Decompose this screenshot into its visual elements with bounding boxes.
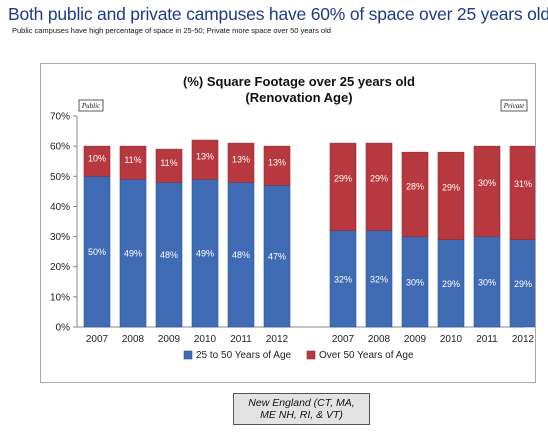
- legend-label-age-over-50: Over 50 Years of Age: [319, 350, 414, 361]
- bar-private-2011-age-over-50: [473, 145, 501, 237]
- bar-public-2011-age-over-50: [227, 142, 255, 183]
- y-tick-label: 50%: [50, 172, 70, 183]
- x-tick-label-public-2007: 2007: [86, 334, 109, 345]
- y-tick-label: 70%: [50, 112, 70, 123]
- data-label-public-2008-age-over-50: 11%: [124, 155, 141, 165]
- data-label-public-2012-age-25-50: 47%: [268, 252, 286, 262]
- bar-public-2012-age-25-50: [263, 185, 291, 328]
- chart-svg: (%) Square Footage over 25 years old(Ren…: [50, 74, 535, 361]
- data-label-private-2008-age-over-50: 29%: [370, 174, 388, 184]
- bar-private-2009-age-over-50: [401, 151, 429, 237]
- data-label-public-2008-age-25-50: 49%: [124, 249, 142, 259]
- group-label-private: Private: [503, 102, 525, 110]
- data-label-public-2011-age-over-50: 13%: [232, 154, 250, 164]
- data-label-private-2011-age-25-50: 30%: [478, 277, 496, 287]
- data-label-public-2010-age-over-50: 13%: [196, 151, 214, 161]
- data-label-public-2007-age-over-50: 10%: [88, 154, 106, 164]
- chart-subtitle: (Renovation Age): [245, 90, 352, 105]
- group-label-box-private: [500, 99, 528, 112]
- bar-private-2012-age-over-50: [509, 145, 535, 240]
- y-tick-label: 20%: [50, 262, 70, 273]
- legend-label-age-25-50: 25 to 50 Years of Age: [196, 350, 292, 361]
- bar-public-2009-age-25-50: [155, 182, 183, 328]
- x-tick-label-public-2008: 2008: [122, 334, 145, 345]
- region-note-line-1: New England (CT, MA,: [248, 397, 355, 409]
- bar-public-2011-age-25-50: [227, 182, 255, 328]
- data-label-public-2010-age-25-50: 49%: [196, 249, 214, 259]
- x-tick-label-private-2012: 2012: [512, 334, 535, 345]
- y-tick-label: 30%: [50, 232, 70, 243]
- bar-private-2010-age-over-50: [437, 151, 465, 240]
- data-label-public-2007-age-25-50: 50%: [88, 247, 106, 257]
- data-label-private-2009-age-over-50: 28%: [406, 181, 424, 191]
- bar-public-2008-age-over-50: [119, 145, 147, 180]
- group-label-public: Public: [81, 102, 101, 110]
- x-tick-label-public-2010: 2010: [194, 334, 217, 345]
- slide-subtitle: Public campuses have high percentage of …: [12, 26, 331, 35]
- data-label-public-2011-age-25-50: 48%: [232, 250, 250, 260]
- bar-private-2008-age-25-50: [365, 230, 393, 328]
- x-tick-label-public-2012: 2012: [266, 334, 289, 345]
- y-tick-label: 0%: [56, 323, 71, 334]
- data-label-private-2010-age-over-50: 29%: [442, 183, 460, 193]
- data-label-private-2011-age-over-50: 30%: [478, 178, 496, 188]
- bar-private-2008-age-over-50: [365, 142, 393, 231]
- data-label-private-2009-age-25-50: 30%: [406, 277, 424, 287]
- bar-private-2012-age-25-50: [509, 239, 535, 328]
- bar-public-2008-age-25-50: [119, 179, 147, 328]
- bar-public-2010-age-over-50: [191, 139, 219, 180]
- bar-private-2010-age-25-50: [437, 239, 465, 328]
- group-label-box-public: [78, 99, 104, 112]
- bar-public-2007-age-25-50: [83, 175, 111, 328]
- data-label-private-2007-age-25-50: 32%: [334, 274, 352, 284]
- bar-public-2012-age-over-50: [263, 145, 291, 186]
- bar-public-2009-age-over-50: [155, 148, 183, 183]
- y-tick-label: 60%: [50, 142, 70, 153]
- x-tick-label-private-2010: 2010: [440, 334, 463, 345]
- x-tick-label-private-2008: 2008: [368, 334, 391, 345]
- data-label-public-2012-age-over-50: 13%: [268, 157, 286, 167]
- region-note-line-2: ME NH, RI, & VT): [260, 409, 343, 421]
- bar-private-2007-age-over-50: [329, 142, 357, 231]
- data-label-private-2010-age-25-50: 29%: [442, 279, 460, 289]
- data-label-public-2009-age-over-50: 11%: [160, 158, 177, 168]
- data-label-private-2007-age-over-50: 29%: [334, 174, 352, 184]
- x-tick-label-public-2009: 2009: [158, 334, 181, 345]
- bar-private-2007-age-25-50: [329, 230, 357, 328]
- chart-panel: (%) Square Footage over 25 years old (Ren…: [40, 63, 536, 383]
- region-note: New England (CT, MA, ME NH, RI, & VT): [233, 393, 370, 425]
- bar-private-2009-age-25-50: [401, 236, 429, 328]
- x-tick-label-private-2007: 2007: [332, 334, 355, 345]
- data-label-private-2012-age-25-50: 29%: [514, 279, 532, 289]
- bar-public-2010-age-25-50: [191, 179, 219, 328]
- legend-swatch-age-over-50: [306, 350, 316, 360]
- slide-title: Both public and private campuses have 60…: [8, 4, 548, 24]
- chart-title: (%) Square Footage over 25 years old: [183, 74, 415, 89]
- x-tick-label-public-2011: 2011: [230, 334, 252, 345]
- data-label-public-2009-age-25-50: 48%: [160, 250, 178, 260]
- bar-public-2007-age-over-50: [83, 145, 111, 177]
- y-tick-label: 40%: [50, 202, 70, 213]
- data-label-private-2012-age-over-50: 31%: [514, 179, 532, 189]
- data-label-private-2008-age-25-50: 32%: [370, 274, 388, 284]
- x-tick-label-private-2009: 2009: [404, 334, 427, 345]
- legend-swatch-age-25-50: [183, 350, 193, 360]
- y-tick-label: 10%: [50, 292, 70, 303]
- bar-private-2011-age-25-50: [473, 236, 501, 328]
- x-tick-label-private-2011: 2011: [476, 334, 498, 345]
